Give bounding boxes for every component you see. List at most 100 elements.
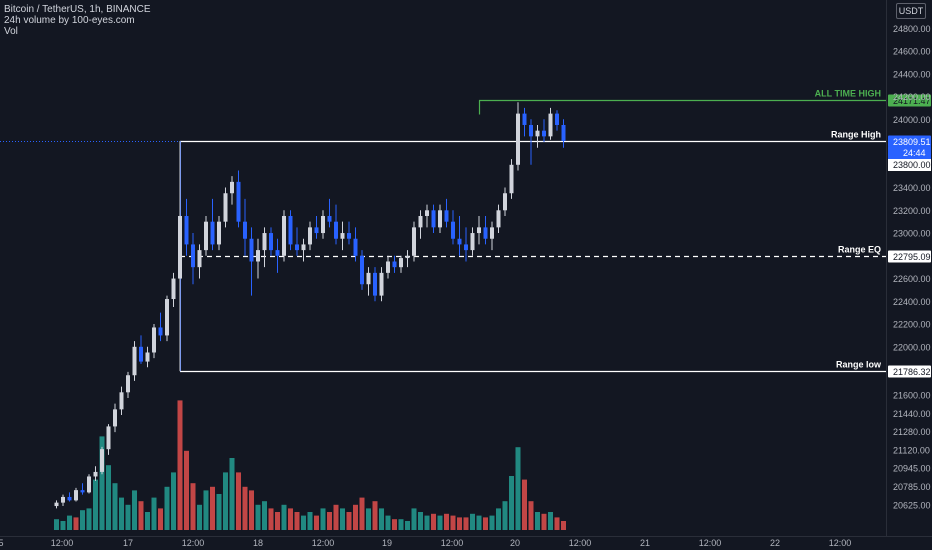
volume-bar bbox=[210, 486, 215, 530]
time-tick-label: 22 bbox=[770, 538, 780, 548]
price-tag bbox=[888, 365, 931, 378]
volume-bar bbox=[242, 486, 248, 530]
countdown-tag bbox=[888, 147, 931, 159]
level-lines: ALL TIME HIGH 24171.47 Range High 23809.51 R… bbox=[0, 89, 931, 378]
volume-bar bbox=[340, 508, 345, 530]
time-tick-label: 18 bbox=[253, 538, 263, 548]
candle-body bbox=[509, 164, 514, 194]
volume-indicator-title[interactable]: Vol bbox=[4, 26, 18, 37]
candle-body bbox=[132, 346, 137, 376]
volume-bar bbox=[301, 515, 306, 530]
candle-body bbox=[106, 426, 111, 450]
candle-body bbox=[542, 130, 546, 137]
time-tick-label: 12:00 bbox=[51, 538, 74, 548]
volume-bar bbox=[203, 490, 209, 530]
price-tag bbox=[888, 250, 931, 263]
volume-bar bbox=[236, 472, 241, 530]
candle-body bbox=[171, 278, 176, 300]
candle-body bbox=[386, 261, 390, 273]
candle-body bbox=[314, 227, 319, 234]
price-tag-text: 24171.47 bbox=[893, 96, 931, 106]
volume-bar bbox=[67, 515, 72, 530]
indicator-title[interactable]: 24h volume by 100-eyes.com bbox=[4, 15, 135, 26]
price-tick-label: 22400.00 bbox=[893, 297, 931, 307]
volume-bar bbox=[106, 465, 111, 530]
candle-body bbox=[366, 272, 371, 285]
price-tick-label: 22200.00 bbox=[893, 320, 931, 330]
volume-bar bbox=[281, 504, 287, 530]
candle-body bbox=[373, 272, 377, 296]
volume-bar bbox=[522, 479, 527, 530]
time-tick-label: 17 bbox=[123, 538, 133, 548]
candle-body bbox=[158, 327, 163, 336]
volume-bar bbox=[366, 508, 371, 530]
price-tick-label: 22600.00 bbox=[893, 274, 931, 284]
candle-body bbox=[392, 261, 397, 268]
candle-body bbox=[249, 238, 254, 262]
volume-bar bbox=[327, 512, 332, 530]
candle-body bbox=[555, 113, 559, 125]
extra-price-tag-text: 23800.00 bbox=[893, 160, 931, 170]
price-tick-label: 24000.00 bbox=[893, 115, 931, 125]
volume-bar bbox=[314, 515, 319, 530]
volume-bar bbox=[145, 512, 150, 530]
volume-bar bbox=[223, 472, 228, 530]
candle-body bbox=[152, 327, 156, 353]
time-tick-label: 12:00 bbox=[699, 538, 722, 548]
volume-bar bbox=[99, 436, 105, 530]
candle-body bbox=[243, 221, 247, 239]
price-tick-label: 23200.00 bbox=[893, 206, 931, 216]
volume-bar bbox=[418, 512, 423, 530]
volume-bar bbox=[164, 486, 170, 530]
volume-bar bbox=[561, 521, 566, 530]
currency-badge[interactable]: USDT bbox=[896, 3, 926, 19]
candle-body bbox=[464, 244, 468, 251]
time-tick-label: 5 bbox=[0, 538, 4, 548]
candle-body bbox=[191, 244, 195, 268]
symbol-title[interactable]: Bitcoin / TetherUS, 1h, BINANCE bbox=[4, 4, 151, 15]
candle-body bbox=[548, 113, 553, 137]
candle-body bbox=[204, 221, 208, 251]
volume-bar bbox=[463, 517, 469, 530]
level-label: ALL TIME HIGH bbox=[815, 89, 881, 99]
price-tick-label: 24200.00 bbox=[893, 92, 931, 102]
candle-body bbox=[438, 210, 442, 228]
volume-bar bbox=[86, 508, 92, 530]
candle-body bbox=[321, 215, 325, 234]
extra-price-tag bbox=[888, 159, 931, 171]
candle-body bbox=[405, 255, 410, 259]
candle-body bbox=[87, 476, 91, 493]
volume-bar bbox=[483, 517, 488, 530]
level-label: Range EQ bbox=[838, 245, 881, 255]
price-tag bbox=[888, 94, 931, 107]
candle-body bbox=[490, 227, 494, 239]
volume-bar bbox=[359, 497, 365, 530]
candle-body bbox=[288, 215, 293, 245]
volume-bar bbox=[496, 508, 501, 530]
level-label: Range low bbox=[836, 360, 882, 370]
candle-body bbox=[327, 215, 332, 222]
candle-body bbox=[119, 392, 124, 410]
price-tick-label: 21600.00 bbox=[893, 391, 931, 401]
countdown-text: 24:44 bbox=[903, 148, 926, 158]
price-tag-text: 22795.09 bbox=[893, 252, 931, 262]
volume-bar bbox=[151, 497, 157, 530]
price-tick-label: 20945.00 bbox=[893, 464, 931, 474]
price-tick-label: 21120.00 bbox=[893, 445, 930, 455]
price-tick-label: 20625.00 bbox=[893, 500, 931, 510]
price-tag-text: 21786.32 bbox=[893, 367, 931, 377]
candle-body bbox=[178, 215, 182, 279]
volume-bar bbox=[470, 513, 475, 530]
volume-bar bbox=[249, 490, 254, 530]
candle-body bbox=[301, 244, 306, 251]
candle-body bbox=[217, 221, 221, 245]
volume-bar bbox=[54, 519, 59, 530]
candle-body bbox=[522, 113, 527, 125]
candle-body bbox=[340, 233, 345, 239]
candle-body bbox=[61, 496, 65, 503]
candle-body bbox=[275, 250, 280, 256]
candle-body bbox=[54, 502, 59, 507]
volume-bar bbox=[385, 515, 391, 530]
volume-bars bbox=[54, 400, 566, 530]
